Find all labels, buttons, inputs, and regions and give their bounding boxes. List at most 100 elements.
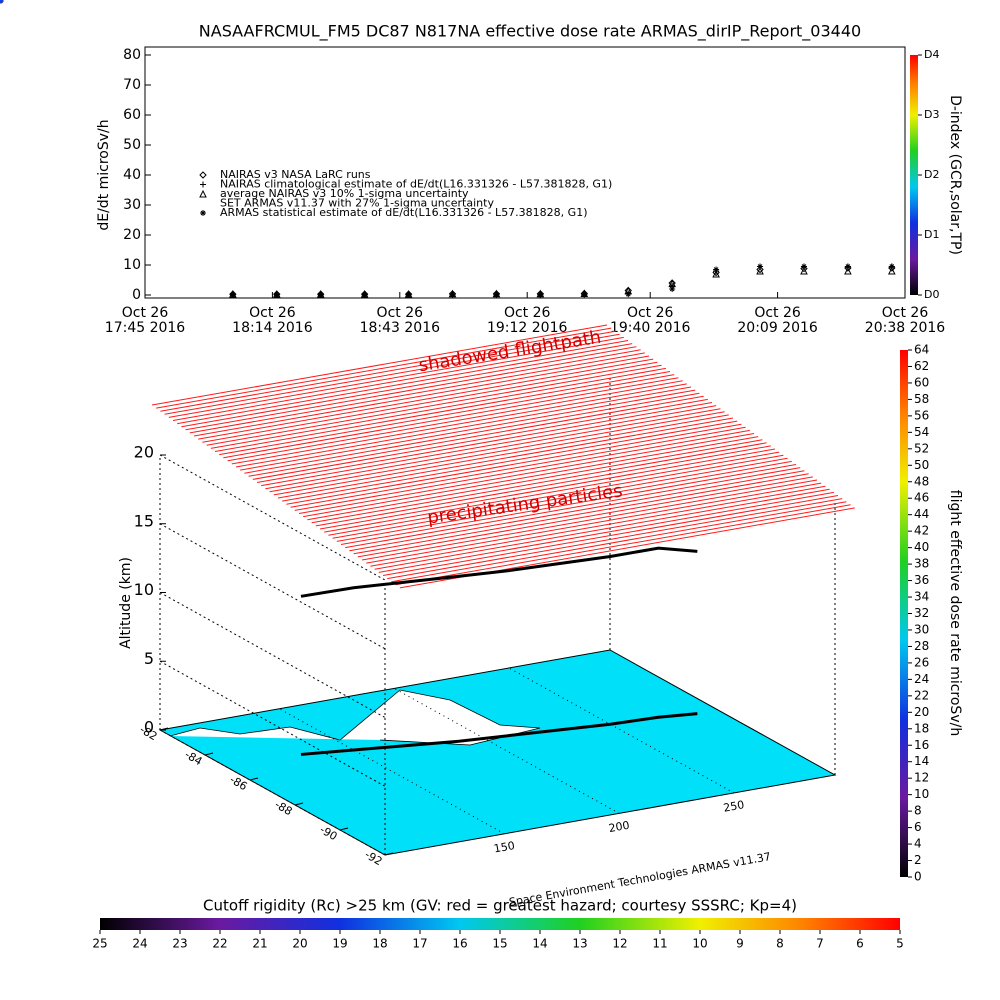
y-tick-label: 0 xyxy=(132,287,141,303)
hatch-line xyxy=(378,491,834,573)
hatch-line xyxy=(160,330,616,412)
hatch-line xyxy=(240,389,696,471)
marker xyxy=(757,263,764,270)
rigidity-tick-label: 11 xyxy=(652,937,667,951)
colorbar-tick-label: 30 xyxy=(914,622,929,636)
y-tick-label: 50 xyxy=(123,137,141,153)
box-edges xyxy=(159,375,836,855)
rigidity-tick-label: 24 xyxy=(132,937,147,951)
hatch-line xyxy=(382,495,839,576)
colorbar-label: flight effective dose rate microSv/h xyxy=(947,490,963,736)
colorbar-tick-label: 42 xyxy=(914,524,929,538)
hatch-line xyxy=(277,417,734,499)
hatch-line xyxy=(206,364,662,446)
hatch-line xyxy=(286,423,742,505)
colorbar-tick-label: 40 xyxy=(914,540,929,554)
rigidity-label: Cutoff rigidity (Rc) >25 km (GV: red = g… xyxy=(203,897,797,915)
z-tick-label: 15 xyxy=(134,511,154,530)
marker xyxy=(200,181,206,188)
rigidity-tick-label: 16 xyxy=(452,937,467,951)
colorbar-tick-label: 12 xyxy=(914,771,929,785)
rigidity-tick-label: 18 xyxy=(372,937,387,951)
rigidity-tick-label: 14 xyxy=(532,937,547,951)
rigidity-tick-label: 21 xyxy=(252,937,267,951)
rigidity-tick-label: 6 xyxy=(856,937,864,951)
colorbar-tick-label: 56 xyxy=(914,408,929,422)
colorbar-tick-label: 36 xyxy=(914,573,929,587)
rigidity-tick-label: 9 xyxy=(736,937,744,951)
lon-tick-label: 200 xyxy=(608,819,631,835)
hatch-line xyxy=(311,442,767,524)
hatch-line xyxy=(315,445,771,527)
rigidity-tick-label: 12 xyxy=(612,937,627,951)
chart-title: NASAAFRCMUL_FM5 DC87 N817NA effective do… xyxy=(199,22,861,42)
hatch-line xyxy=(261,405,717,487)
hatch-line xyxy=(298,433,755,514)
marker xyxy=(493,291,500,298)
y-tick-label: 20 xyxy=(123,227,141,243)
hatch-line xyxy=(185,349,641,431)
marker xyxy=(581,291,588,298)
hatch-line xyxy=(361,479,818,561)
colorbar-tick-label: 64 xyxy=(914,343,929,357)
hatch-line xyxy=(395,504,851,586)
x-tick-label: 19:40 2016 xyxy=(610,320,691,336)
x-tick-label: 20:09 2016 xyxy=(737,320,818,336)
colorbar-tick-label: 54 xyxy=(914,425,929,439)
x-tick-label: 20:38 2016 xyxy=(865,320,946,336)
lat-tick xyxy=(204,752,214,756)
marker xyxy=(625,291,632,298)
hatch-line xyxy=(370,485,826,567)
marker xyxy=(449,291,456,298)
colorbar-tick-label: 22 xyxy=(914,688,929,702)
marker xyxy=(317,291,324,298)
marker xyxy=(0,0,4,4)
hatch-line xyxy=(307,439,763,521)
marker xyxy=(273,291,280,298)
colorbar-tick-label: 20 xyxy=(914,705,929,719)
y-tick-label: 60 xyxy=(123,107,141,123)
marker xyxy=(361,291,368,298)
marker xyxy=(800,264,808,273)
marker xyxy=(844,263,851,270)
colorbar xyxy=(900,350,908,877)
y-tick-label: 30 xyxy=(123,197,141,213)
rigidity-tick-label: 8 xyxy=(776,937,784,951)
map-floor xyxy=(158,649,837,856)
hatch-line xyxy=(332,457,788,539)
hatch-line xyxy=(193,355,650,437)
z-tick-label: 0 xyxy=(144,718,154,737)
hatch-line xyxy=(231,383,687,465)
hatch-line xyxy=(256,402,713,483)
hatch-line xyxy=(198,358,654,440)
colorbar-tick-label: D2 xyxy=(924,168,939,181)
lat-tick xyxy=(339,827,349,831)
hatch-line xyxy=(303,436,759,518)
rigidity-tick-label: 20 xyxy=(292,937,307,951)
x-tick-label: 18:14 2016 xyxy=(232,320,313,336)
colorbar-tick-label: D0 xyxy=(924,288,939,301)
colorbar-tick-label: 48 xyxy=(914,474,929,488)
lon-tick-label: 150 xyxy=(493,839,516,855)
hatch-line xyxy=(366,482,822,564)
x-tick-label: Oct 26 xyxy=(377,305,424,321)
hatch-line xyxy=(181,346,637,428)
rigidity-tick-label: 19 xyxy=(332,937,347,951)
hatch-line xyxy=(214,371,671,452)
colorbar-tick-label: 58 xyxy=(914,392,929,406)
hatch-line xyxy=(223,377,679,459)
hatch-line xyxy=(168,336,624,418)
hatch-line xyxy=(282,420,738,502)
x-tick-label: 19:12 2016 xyxy=(487,320,568,336)
legend-label: NAIRAS v3 NASA LaRC runs xyxy=(220,168,371,181)
z-tick-label: 5 xyxy=(144,649,154,668)
rigidity-tick-label: 7 xyxy=(816,937,824,951)
hatch-line xyxy=(210,367,666,449)
flight-path xyxy=(300,546,698,598)
marker xyxy=(844,266,852,275)
annotation: precipitating particles xyxy=(426,480,624,528)
hatch-line xyxy=(219,374,675,456)
hatch-line xyxy=(248,395,704,477)
marker xyxy=(229,291,236,298)
hatch-line xyxy=(202,361,658,443)
